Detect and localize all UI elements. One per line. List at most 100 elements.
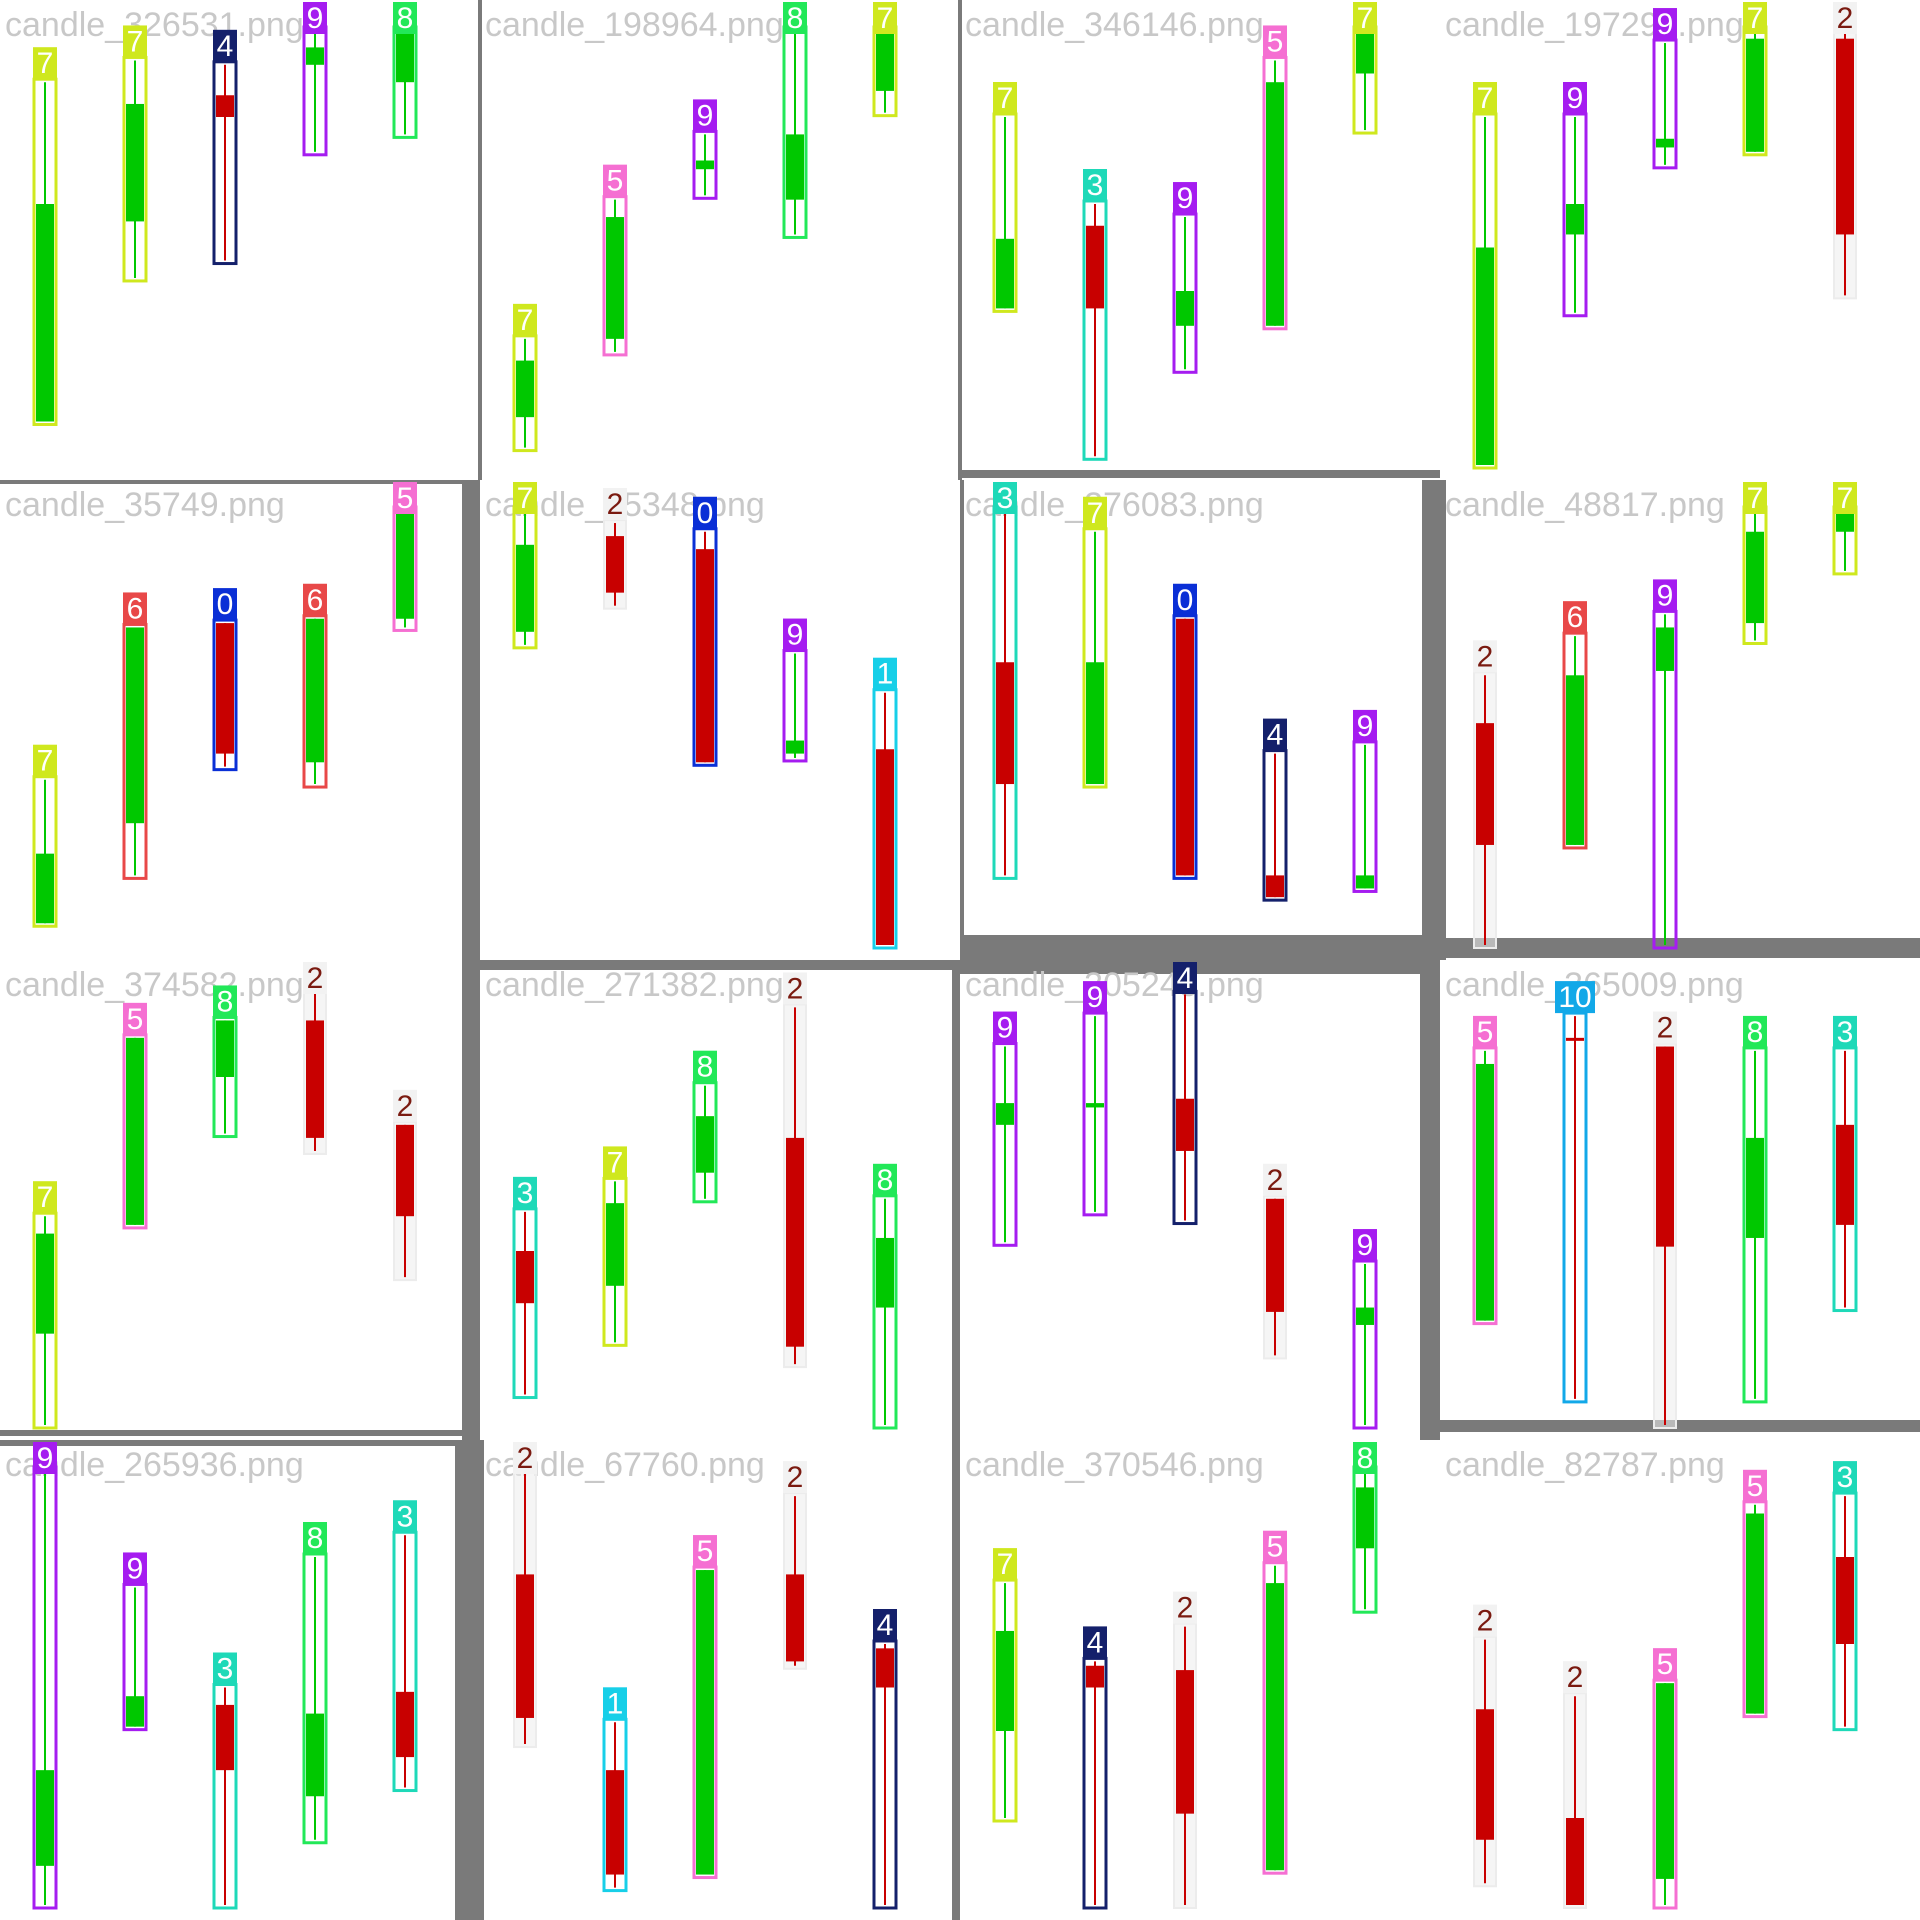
candle: 7 <box>512 482 538 650</box>
detection-label-text: 9 <box>37 1442 54 1475</box>
candle-body <box>606 536 624 593</box>
candle: 6 <box>1562 601 1588 850</box>
detection-box <box>1082 1656 1108 1910</box>
detection-label-tag <box>33 1181 57 1214</box>
candle-body <box>216 95 234 117</box>
candle: 5 <box>1742 1469 1768 1719</box>
detection-label-tag <box>783 1461 807 1494</box>
candle-body <box>696 1570 714 1875</box>
detection-box <box>602 1717 628 1893</box>
detection-box <box>602 1176 628 1347</box>
detection-label-tag <box>513 482 537 514</box>
candle-body <box>1176 291 1194 326</box>
detection-label-text: 8 <box>217 985 234 1018</box>
detection-label-text: 2 <box>1477 1605 1494 1638</box>
detection-label-text: 2 <box>1837 2 1854 35</box>
tile-filename: candle_35749.png <box>5 486 285 524</box>
detection-label-tag <box>123 1552 147 1585</box>
candle-body <box>996 662 1014 785</box>
chart-tile: candle_35749.png 7 6 0 6 5 <box>5 482 418 928</box>
tile-frame <box>480 1440 960 1920</box>
detection-box <box>1562 631 1588 850</box>
candle: 3 <box>1082 169 1108 461</box>
detection-label-text: 9 <box>787 619 804 652</box>
detection-label-tag <box>513 1176 537 1209</box>
candle: 7 <box>992 82 1018 313</box>
candle: 2 <box>1653 1011 1677 1430</box>
detection-label-text: 2 <box>787 972 804 1005</box>
candle-body <box>126 627 144 824</box>
detection-label-tag <box>33 47 57 80</box>
candle-body <box>1476 1709 1494 1840</box>
candle-body <box>396 510 414 619</box>
detection-label-text: 4 <box>1267 719 1284 752</box>
detection-label-tag <box>783 2 807 34</box>
candle: 9 <box>782 618 808 763</box>
detection-label-text: 6 <box>127 592 144 625</box>
detection-label-tag <box>393 482 417 514</box>
detection-label-tag <box>1173 182 1197 215</box>
candle-body <box>1476 247 1494 465</box>
tile-filename: candle_346146.png <box>965 6 1264 44</box>
candle: 7 <box>1742 2 1768 157</box>
candle: 9 <box>1352 1229 1378 1430</box>
tile-filename: candle_48817.png <box>1445 486 1725 524</box>
candle-body <box>786 740 804 754</box>
detection-label-tag <box>1563 1661 1587 1694</box>
candle-body <box>1656 627 1674 671</box>
detection-label-tag <box>393 1089 417 1122</box>
tile-filename: candle_198964.png <box>485 6 784 44</box>
detection-label-tag <box>1743 1469 1767 1502</box>
detection-label-tag <box>1263 718 1287 751</box>
detection-label-tag <box>873 2 897 34</box>
detection-label-text: 3 <box>397 1500 414 1533</box>
frame-border <box>1422 480 1440 960</box>
candle-body <box>996 238 1014 309</box>
candle-body <box>1836 38 1854 235</box>
detection-label-text: 2 <box>1267 1164 1284 1197</box>
candle-body <box>1086 1665 1104 1688</box>
detection-label-text: 7 <box>877 2 894 35</box>
candle: 7 <box>1472 82 1498 470</box>
detection-label-tag <box>1653 579 1677 612</box>
tile-filename: candle_370546.png <box>965 1446 1264 1484</box>
detection-label-text: 5 <box>697 1535 714 1568</box>
detection-label-tag <box>303 583 327 616</box>
candle: 7 <box>1082 496 1108 789</box>
detection-label-tag <box>123 592 147 625</box>
candle: 2 <box>393 1089 417 1282</box>
detection-label-text: 4 <box>877 1609 894 1642</box>
detection-label-tag <box>303 962 327 994</box>
candle-body <box>1836 1124 1854 1225</box>
detection-label-text: 9 <box>1177 182 1194 215</box>
frame-border <box>0 1430 480 1436</box>
candle-body <box>36 853 54 924</box>
candle-body <box>1176 1098 1194 1151</box>
detection-label-text: 0 <box>697 497 714 530</box>
detection-label-text: 7 <box>37 1181 54 1214</box>
tile-frame <box>958 0 962 480</box>
detection-label-text: 1 <box>607 1687 624 1720</box>
detection-label-text: 3 <box>517 1177 534 1210</box>
frame-border <box>1420 960 1440 1440</box>
candle-body <box>606 1770 624 1875</box>
tile-frame <box>0 960 480 1440</box>
candle: 3 <box>512 1176 538 1400</box>
candle: 5 <box>1652 1648 1678 1910</box>
detection-label-text: 9 <box>1087 981 1104 1014</box>
tile-frame <box>0 1440 480 1920</box>
detection-label-text: 8 <box>877 1164 894 1197</box>
frame-border <box>958 0 962 480</box>
candle: 5 <box>1262 25 1288 331</box>
candle-body <box>1746 1137 1764 1238</box>
chart-tile: candle_346146.png 7 3 9 5 7 <box>965 2 1378 461</box>
candle-body <box>306 618 324 763</box>
candle: 2 <box>1833 2 1857 300</box>
frame-border <box>462 960 480 1440</box>
detection-label-text: 7 <box>997 1548 1014 1581</box>
candle: 8 <box>212 985 238 1139</box>
detection-label-text: 8 <box>1357 1442 1374 1475</box>
